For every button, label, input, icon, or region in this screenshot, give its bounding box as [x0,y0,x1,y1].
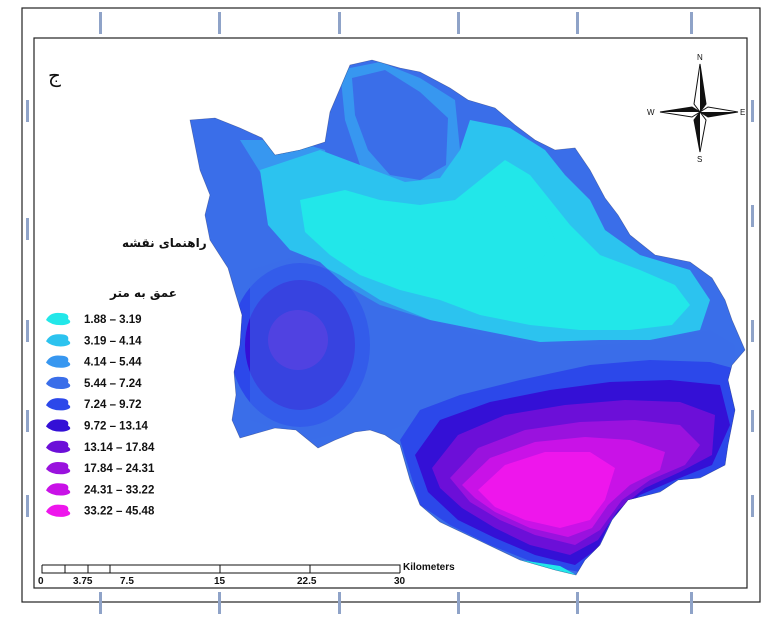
legend-item: 17.84 – 24.31 [46,461,155,475]
legend-label: 7.24 – 9.72 [84,399,142,411]
panel-letter: ج [48,63,61,87]
legend-swatch [46,419,71,432]
legend-swatch [46,334,71,347]
scale-unit: Kilometers [403,562,455,573]
legend-label: 9.72 – 13.14 [84,421,149,433]
scale-tick-1: 3.75 [73,576,93,587]
legend-items: 1.88 – 3.19 3.19 – 4.14 4.14 – 5.44 5.44 – … [46,312,155,518]
scale-tick-4: 22.5 [297,576,317,587]
scale-tick-3: 15 [214,576,226,587]
legend-label: 3.19 – 4.14 [84,335,142,347]
legend-swatch [46,483,71,496]
scale-tick-5: 30 [394,576,406,587]
legend-swatch [46,355,71,368]
legend-label: 1.88 – 3.19 [84,314,142,326]
legend-swatch [46,504,71,517]
legend-swatch [46,376,71,390]
scale-tick-0: 0 [38,576,44,587]
legend-item: 1.88 – 3.19 [46,312,142,326]
legend-subtitle: عمق به متر [109,286,177,300]
north-arrow-icon: N S W E [647,53,745,164]
scale-bar-icon: Kilometers 0 3.75 7.5 15 22.5 30 [38,562,455,587]
legend-item: 5.44 – 7.24 [46,376,142,390]
legend-item: 13.14 – 17.84 [46,440,155,454]
west-label: W [647,108,655,117]
legend-label: 17.84 – 24.31 [84,463,155,475]
south-label: S [697,155,702,164]
legend-item: 4.14 – 5.44 [46,355,142,369]
legend-swatch [46,440,71,453]
legend-swatch [46,398,71,411]
legend-item: 3.19 – 4.14 [46,334,142,347]
coordinate-ticks [26,12,754,614]
legend-label: 13.14 – 17.84 [84,442,155,454]
legend: راهنمای نقشه عمق به متر 1.88 – 3.19 3.19 … [46,236,207,518]
legend-label: 5.44 – 7.24 [84,378,142,390]
legend-title: راهنمای نقشه [122,236,207,250]
legend-label: 4.14 – 5.44 [84,357,142,369]
legend-label: 24.31 – 33.22 [84,484,154,496]
legend-item: 33.22 – 45.48 [46,504,155,518]
scale-tick-2: 7.5 [120,576,134,587]
east-label: E [740,108,745,117]
legend-label: 33.22 – 45.48 [84,506,155,518]
legend-swatch [46,312,71,326]
legend-item: 9.72 – 13.14 [46,419,149,433]
legend-item: 7.24 – 9.72 [46,398,142,411]
north-label: N [697,53,703,62]
legend-item: 24.31 – 33.22 [46,483,154,496]
legend-swatch [46,461,71,475]
